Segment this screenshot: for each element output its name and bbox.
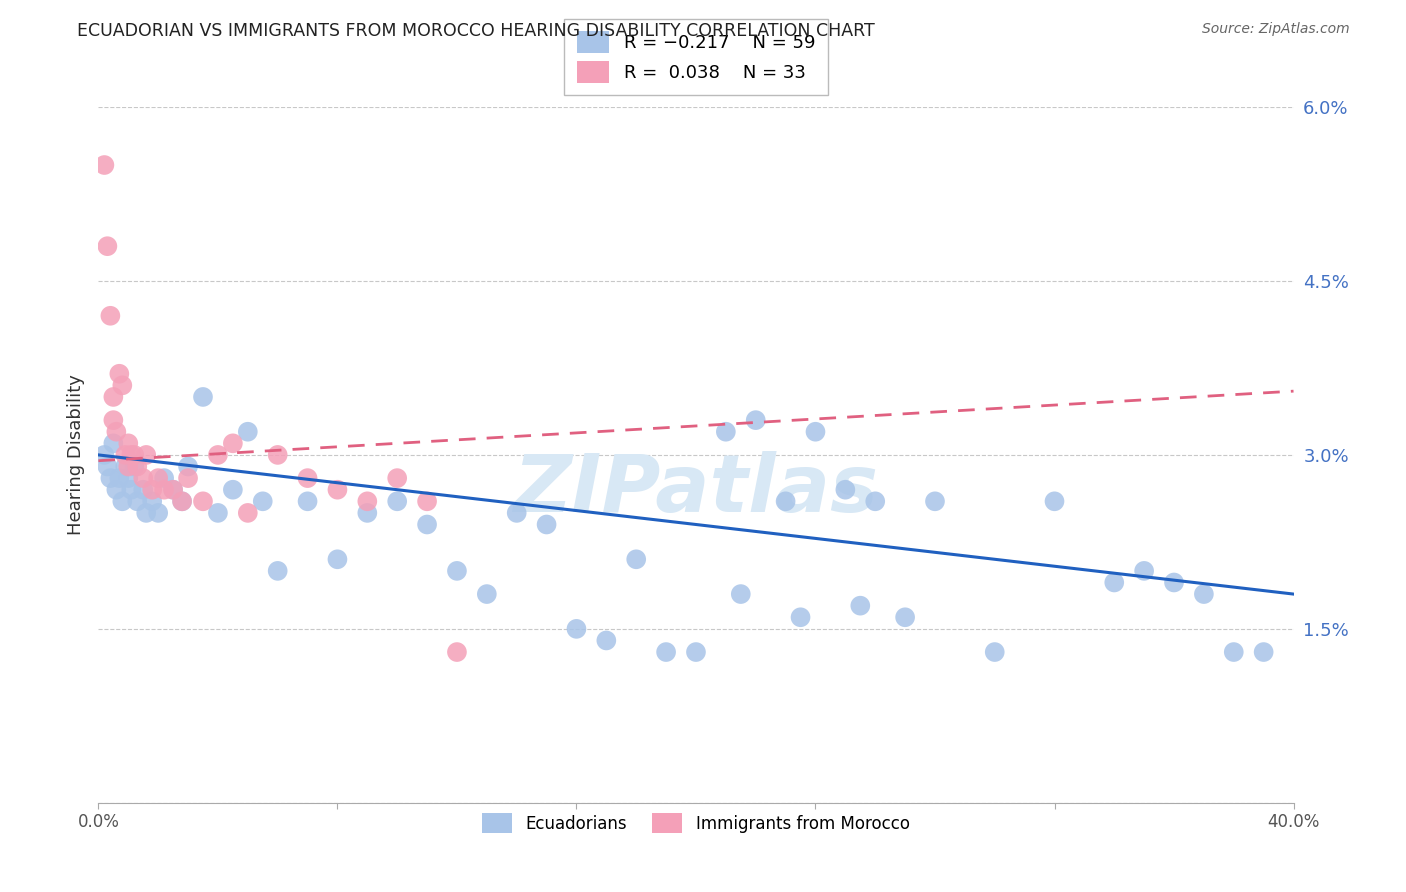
Text: ZIPatlas: ZIPatlas <box>513 450 879 529</box>
Point <box>416 517 439 532</box>
Point <box>326 483 349 497</box>
Point <box>1133 564 1156 578</box>
Point <box>565 622 588 636</box>
Point <box>595 633 617 648</box>
Point <box>120 483 142 497</box>
Point <box>132 483 155 497</box>
Point <box>1192 587 1215 601</box>
Point <box>120 448 142 462</box>
Point <box>416 494 439 508</box>
Point <box>117 459 139 474</box>
Point <box>103 413 125 427</box>
Point <box>849 599 872 613</box>
Point <box>356 494 378 508</box>
Point <box>141 494 163 508</box>
Y-axis label: Hearing Disability: Hearing Disability <box>66 375 84 535</box>
Point <box>1223 645 1246 659</box>
Point <box>236 425 259 439</box>
Point <box>114 448 136 462</box>
Legend: Ecuadorians, Immigrants from Morocco: Ecuadorians, Immigrants from Morocco <box>472 803 920 843</box>
Point <box>111 494 134 508</box>
Point <box>135 448 157 462</box>
Point <box>267 564 290 578</box>
Point <box>356 506 378 520</box>
Point <box>894 610 917 624</box>
Point <box>135 506 157 520</box>
Point <box>132 471 155 485</box>
Point <box>141 483 163 497</box>
Point <box>789 610 811 624</box>
Point <box>98 471 122 485</box>
Point <box>172 494 194 508</box>
Point <box>114 459 136 474</box>
Point <box>96 239 118 253</box>
Point <box>385 471 409 485</box>
Point <box>105 425 128 439</box>
Point <box>111 378 134 392</box>
Text: Source: ZipAtlas.com: Source: ZipAtlas.com <box>1202 22 1350 37</box>
Point <box>222 436 245 450</box>
Point <box>103 436 125 450</box>
Point <box>127 494 149 508</box>
Point <box>745 413 768 427</box>
Point <box>1104 575 1126 590</box>
Point <box>475 587 498 601</box>
Point <box>191 494 214 508</box>
Point <box>124 459 146 474</box>
Point <box>984 645 1007 659</box>
Point <box>172 494 194 508</box>
Point <box>626 552 648 566</box>
Point <box>655 645 678 659</box>
Point <box>297 471 319 485</box>
Point <box>685 645 707 659</box>
Point <box>96 459 118 474</box>
Point <box>117 471 139 485</box>
Point <box>148 506 170 520</box>
Point <box>252 494 274 508</box>
Point <box>98 309 122 323</box>
Point <box>267 448 290 462</box>
Point <box>1043 494 1066 508</box>
Point <box>105 483 128 497</box>
Point <box>506 506 529 520</box>
Point <box>1163 575 1185 590</box>
Point <box>924 494 946 508</box>
Point <box>536 517 558 532</box>
Point <box>162 483 184 497</box>
Point <box>117 436 139 450</box>
Point <box>207 506 229 520</box>
Point <box>162 483 184 497</box>
Point <box>385 494 409 508</box>
Point <box>446 645 468 659</box>
Point <box>775 494 797 508</box>
Point <box>446 564 468 578</box>
Point <box>108 367 131 381</box>
Point <box>730 587 752 601</box>
Point <box>191 390 214 404</box>
Point <box>124 448 146 462</box>
Text: ECUADORIAN VS IMMIGRANTS FROM MOROCCO HEARING DISABILITY CORRELATION CHART: ECUADORIAN VS IMMIGRANTS FROM MOROCCO HE… <box>77 22 875 40</box>
Point <box>834 483 856 497</box>
Point <box>127 459 149 474</box>
Point <box>103 390 125 404</box>
Point <box>108 471 131 485</box>
Point <box>177 471 200 485</box>
Point <box>153 483 176 497</box>
Point <box>236 506 259 520</box>
Point <box>93 158 115 172</box>
Point <box>177 459 200 474</box>
Point <box>804 425 827 439</box>
Point <box>297 494 319 508</box>
Point <box>148 471 170 485</box>
Point <box>1253 645 1275 659</box>
Point <box>714 425 737 439</box>
Point <box>222 483 245 497</box>
Point <box>93 448 115 462</box>
Point <box>153 471 176 485</box>
Point <box>326 552 349 566</box>
Point <box>207 448 229 462</box>
Point <box>865 494 887 508</box>
